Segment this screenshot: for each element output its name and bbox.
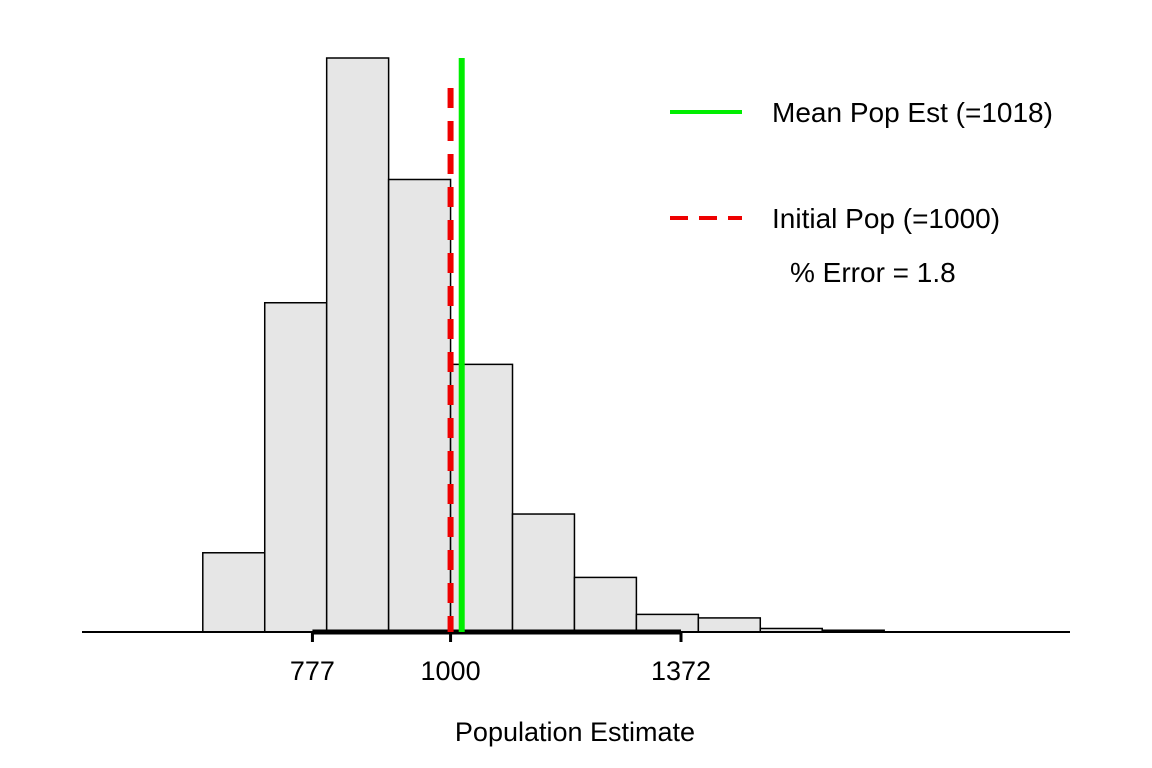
legend: Mean Pop Est (=1018) Initial Pop (=1000)… — [670, 97, 1053, 288]
x-axis-ticks: 777 1000 1372 — [290, 632, 711, 686]
histogram-bar — [573, 576, 638, 633]
x-tick-label: 777 — [290, 656, 335, 686]
histogram-bar — [263, 301, 328, 633]
histogram-bar — [697, 617, 762, 633]
histogram-bar — [635, 613, 700, 633]
histogram-bar — [202, 552, 266, 633]
x-tick-label: 1000 — [421, 656, 481, 686]
histogram-bar — [387, 178, 452, 633]
legend-mean-label: Mean Pop Est (=1018) — [772, 97, 1053, 128]
error-annotation: % Error = 1.8 — [790, 257, 956, 288]
histogram-bar — [325, 57, 390, 633]
histogram-bar — [511, 513, 576, 633]
x-tick-label: 1372 — [651, 656, 711, 686]
legend-initial-label: Initial Pop (=1000) — [772, 203, 1000, 234]
histogram-bars — [202, 57, 885, 633]
x-axis-title: Population Estimate — [455, 717, 695, 747]
